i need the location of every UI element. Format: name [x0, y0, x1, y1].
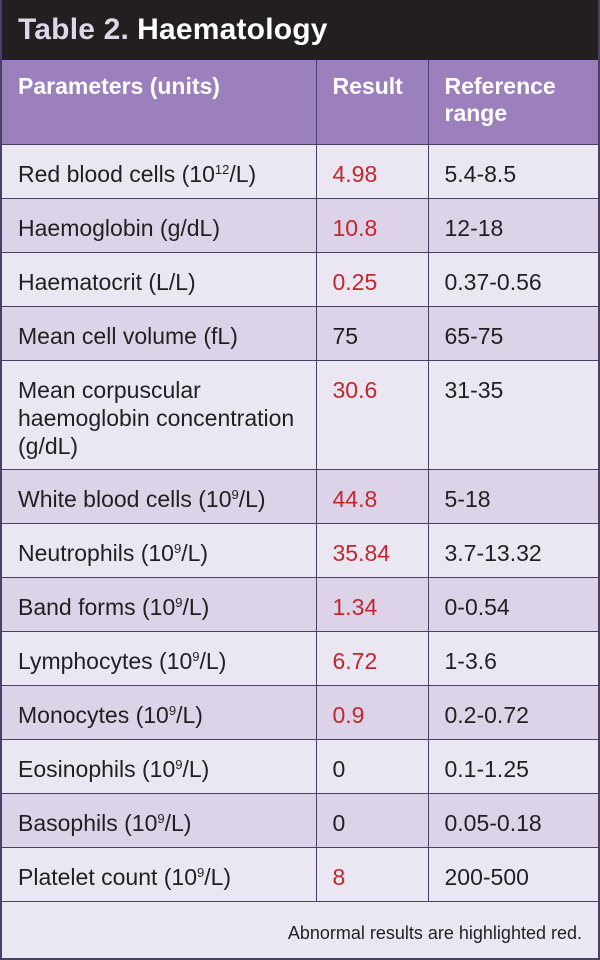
reference-range-cell: 200-500: [428, 847, 598, 902]
parameter-cell: Band forms (109/L): [2, 577, 317, 632]
unit-exponent: 9: [197, 864, 205, 880]
table-number: Table 2.: [18, 13, 130, 46]
parameter-cell: Haematocrit (L/L): [2, 252, 317, 307]
table-row: Monocytes (109/L) 0.9 0.2-0.72: [2, 685, 598, 740]
parameter-cell: Mean cell volume (fL): [2, 306, 317, 361]
table-row: Mean cell volume (fL) 75 65-75: [2, 306, 598, 361]
reference-range-cell: 0.37-0.56: [428, 252, 598, 307]
reference-range-cell: 0-0.54: [428, 577, 598, 632]
parameter-name: Mean corpuscular haemoglobin concentrati…: [18, 376, 295, 459]
parameter-cell: Haemoglobin (g/dL): [2, 198, 317, 253]
header-reference: Reference range: [428, 60, 598, 145]
parameter-name: Platelet count (10: [18, 863, 198, 890]
result-cell: 0: [316, 793, 429, 848]
result-cell-abnormal: 30.6: [316, 360, 429, 470]
parameter-cell: Monocytes (109/L): [2, 685, 317, 740]
result-cell-abnormal: 35.84: [316, 523, 429, 578]
result-cell-abnormal: 8: [316, 847, 429, 902]
table-row: White blood cells (109/L) 44.8 5-18: [2, 469, 598, 524]
parameter-cell: Mean corpuscular haemoglobin concentrati…: [2, 360, 317, 470]
result-cell-abnormal: 10.8: [316, 198, 429, 253]
parameter-cell: Neutrophils (109/L): [2, 523, 317, 578]
parameter-cell: Lymphocytes (109/L): [2, 631, 317, 686]
table-row: Haematocrit (L/L) 0.25 0.37-0.56: [2, 252, 598, 307]
parameter-unit: /L): [176, 701, 203, 728]
parameter-name: Band forms (10: [18, 593, 176, 620]
parameter-unit: /L): [229, 160, 257, 187]
parameter-name: Monocytes (10: [18, 701, 169, 728]
parameter-name: Eosinophils (10: [18, 755, 176, 782]
parameter-cell: Basophils (109/L): [2, 793, 317, 848]
footnote: Abnormal results are highlighted red.: [287, 923, 582, 943]
table-row: Band forms (109/L) 1.34 0-0.54: [2, 577, 598, 632]
unit-exponent: 9: [231, 486, 239, 502]
parameter-cell: White blood cells (109/L): [2, 469, 317, 524]
unit-exponent: 9: [168, 702, 177, 718]
parameter-cell: Platelet count (109/L): [2, 847, 317, 902]
table-body: Red blood cells (1012/L) 4.98 5.4-8.5 Haemo…: [2, 144, 598, 902]
table-row: Eosinophils (109/L) 0 0.1-1.25: [2, 739, 598, 794]
result-cell-abnormal: 44.8: [316, 469, 429, 524]
parameter-name: Mean cell volume (fL): [18, 322, 238, 349]
reference-range-cell: 5-18: [428, 469, 598, 524]
parameter-unit: /L): [182, 755, 210, 782]
result-cell-abnormal: 4.98: [316, 144, 429, 199]
table-row: Lymphocytes (109/L) 6.72 1-3.6: [2, 631, 598, 686]
parameter-name: Neutrophils (10: [18, 539, 174, 566]
reference-range-cell: 0.2-0.72: [428, 685, 598, 740]
reference-range-cell: 65-75: [428, 306, 598, 361]
result-cell-abnormal: 6.72: [316, 631, 429, 686]
reference-range-cell: 5.4-8.5: [428, 144, 598, 199]
parameter-name: Haematocrit (L/L): [18, 268, 196, 295]
table-header-row: Parameters (units) Result Reference rang…: [2, 60, 598, 145]
table-title: Table 2. Haematology: [2, 0, 598, 60]
table-row: Neutrophils (109/L) 35.84 3.7-13.32: [2, 523, 598, 578]
unit-exponent: 9: [175, 594, 183, 610]
table-row: Mean corpuscular haemoglobin concentrati…: [2, 360, 598, 470]
result-cell-abnormal: 1.34: [316, 577, 429, 632]
parameter-unit: /L): [164, 809, 192, 836]
parameter-name: Basophils (10: [18, 809, 158, 836]
table-row: Basophils (109/L) 0 0.05-0.18: [2, 793, 598, 848]
result-cell: 0: [316, 739, 429, 794]
parameter-cell: Eosinophils (109/L): [2, 739, 317, 794]
reference-range-cell: 0.1-1.25: [428, 739, 598, 794]
table-row: Platelet count (109/L) 8 200-500: [2, 847, 598, 902]
table-title-text: Haematology: [137, 13, 328, 46]
result-cell-abnormal: 0.9: [316, 685, 429, 740]
reference-range-cell: 1-3.6: [428, 631, 598, 686]
parameter-unit: /L): [182, 593, 210, 620]
reference-range-cell: 3.7-13.32: [428, 523, 598, 578]
parameter-cell: Red blood cells (1012/L): [2, 144, 317, 199]
unit-exponent: 12: [214, 161, 230, 177]
table-row: Red blood cells (1012/L) 4.98 5.4-8.5: [2, 144, 598, 199]
parameter-unit: /L): [238, 485, 266, 512]
parameter-name: Lymphocytes (10: [18, 647, 193, 674]
table-row: Haemoglobin (g/dL) 10.8 12-18: [2, 198, 598, 253]
result-cell: 75: [316, 306, 429, 361]
result-cell-abnormal: 0.25: [316, 252, 429, 307]
unit-exponent: 9: [192, 648, 200, 664]
unit-exponent: 9: [175, 756, 183, 772]
parameter-unit: /L): [199, 647, 227, 674]
reference-range-cell: 31-35: [428, 360, 598, 470]
parameter-unit: /L): [181, 539, 209, 566]
parameter-name: Red blood cells (10: [18, 160, 215, 187]
reference-range-cell: 0.05-0.18: [428, 793, 598, 848]
reference-range-cell: 12-18: [428, 198, 598, 253]
parameter-unit: /L): [204, 863, 232, 890]
parameter-name: Haemoglobin (g/dL): [18, 214, 221, 241]
parameter-name: White blood cells (10: [18, 485, 232, 512]
unit-exponent: 9: [157, 810, 165, 826]
header-parameter: Parameters (units): [2, 60, 317, 145]
unit-exponent: 9: [173, 540, 182, 556]
header-result: Result: [316, 60, 429, 145]
haematology-table: Parameters (units) Result Reference rang…: [2, 60, 598, 902]
